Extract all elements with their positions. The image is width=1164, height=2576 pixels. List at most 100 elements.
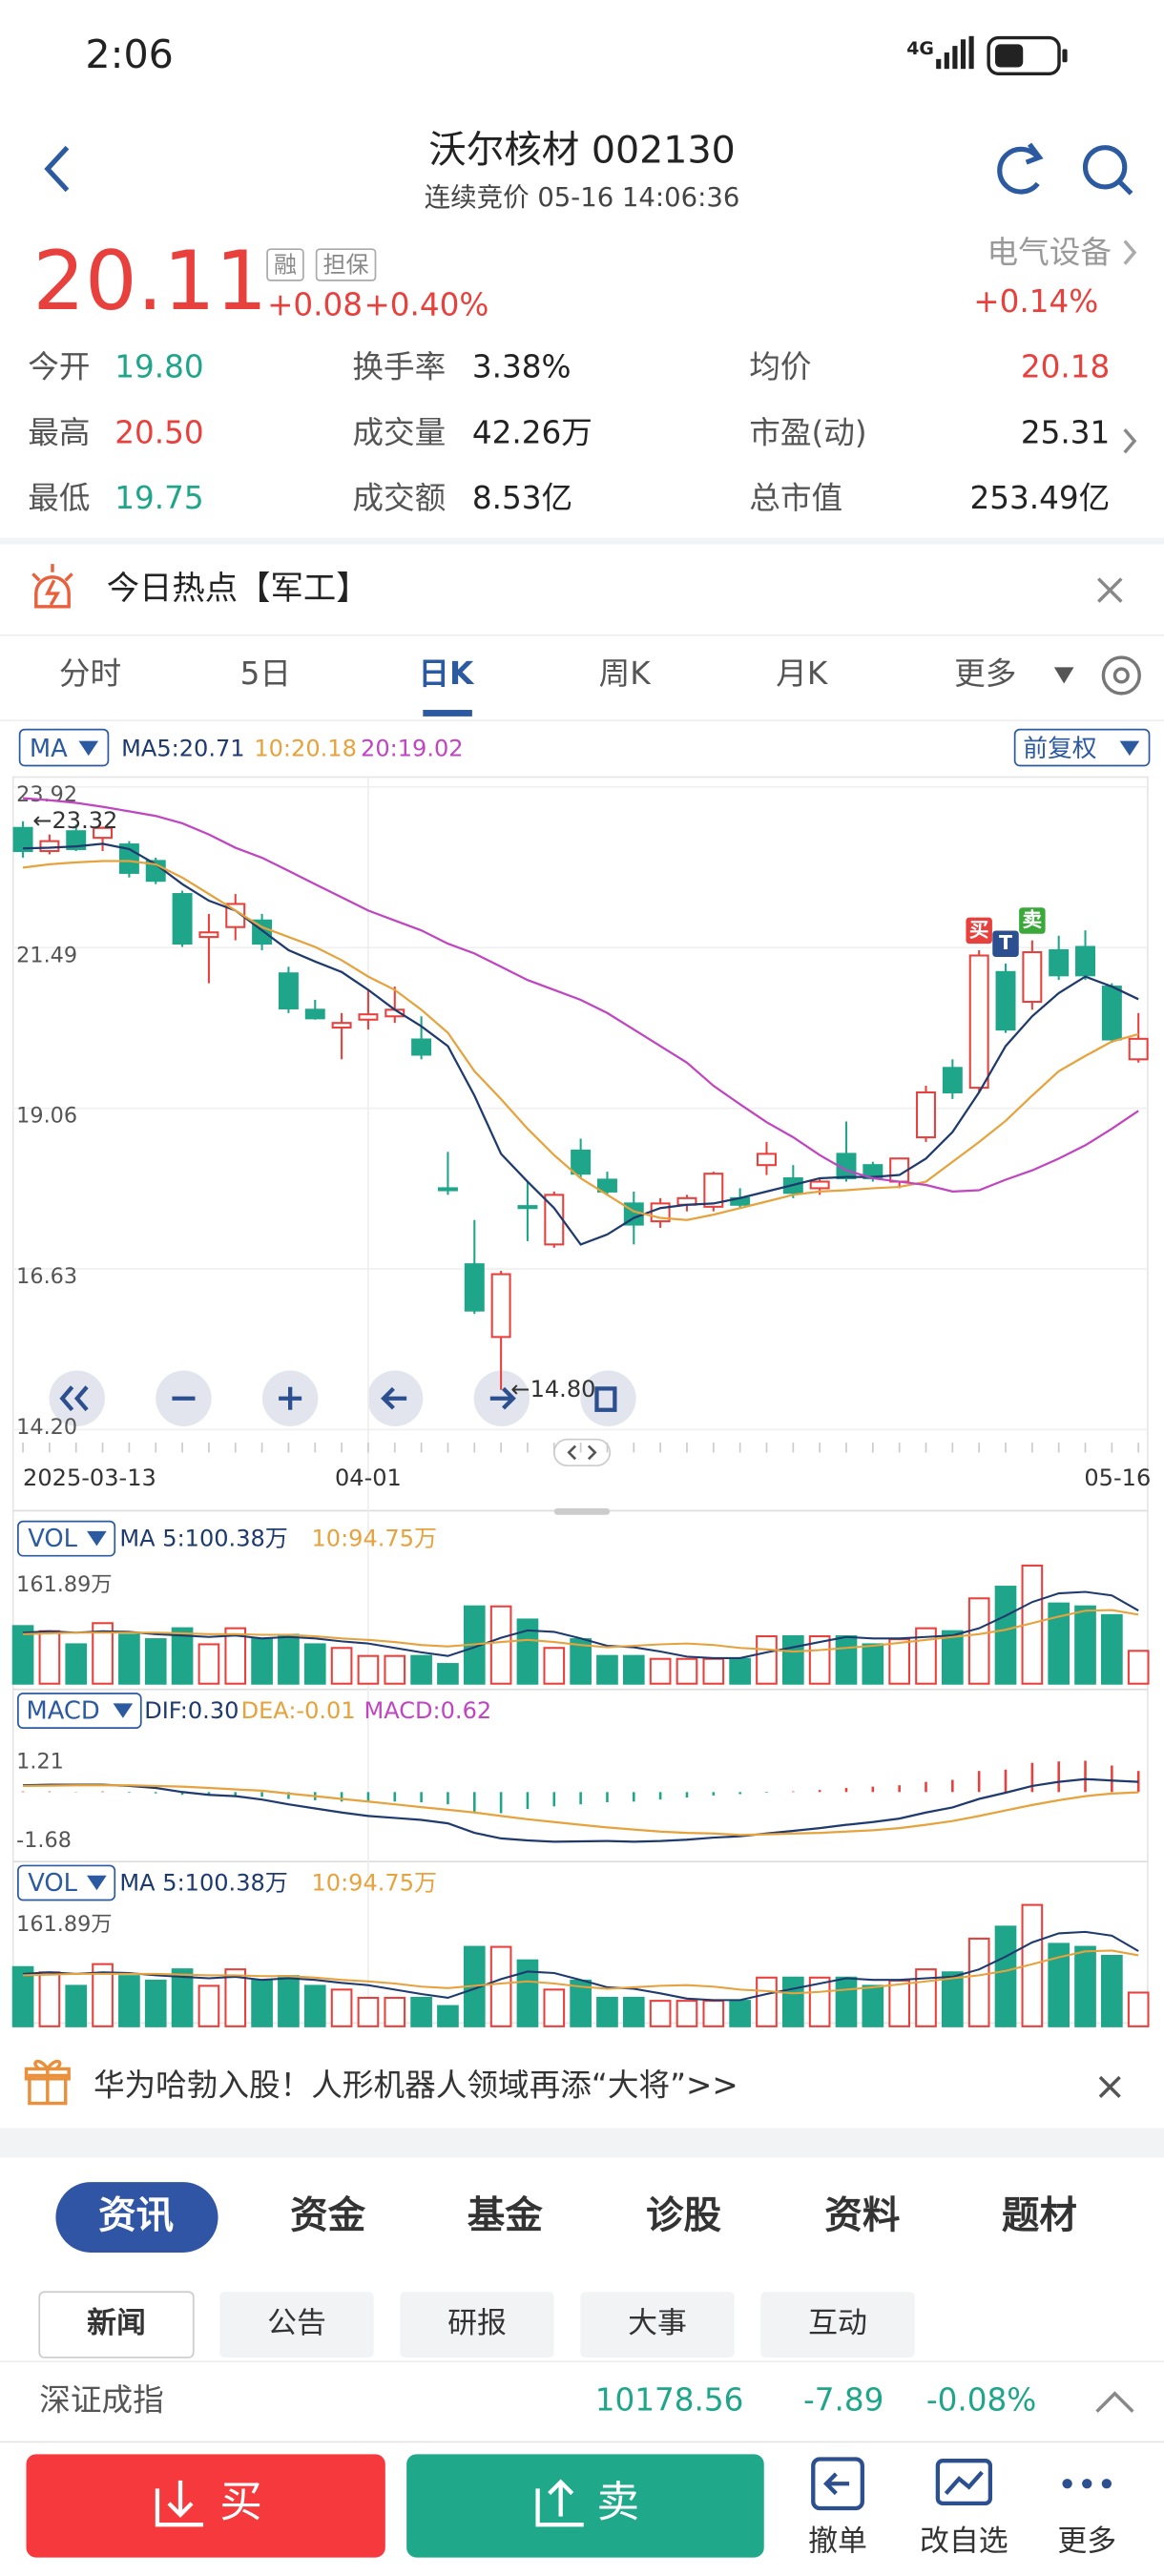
candle-body bbox=[411, 1038, 432, 1056]
sub-tab[interactable]: 互动 bbox=[808, 2306, 867, 2340]
indicator-label[interactable]: MACD bbox=[26, 1696, 99, 1725]
stat-label: 换手率 bbox=[352, 349, 446, 385]
adjust-box[interactable] bbox=[1013, 728, 1151, 767]
sell-label[interactable]: 卖 bbox=[596, 2478, 639, 2527]
edit-icon[interactable] bbox=[935, 2459, 993, 2506]
volume-bar bbox=[11, 1965, 34, 2027]
candle-body bbox=[1049, 948, 1070, 977]
section-tab[interactable]: 资讯 bbox=[98, 2193, 174, 2237]
indicator-box[interactable] bbox=[17, 1520, 116, 1557]
volume-bar bbox=[437, 2005, 459, 2027]
indicator-label[interactable]: VOL bbox=[28, 1525, 77, 1553]
separator bbox=[0, 537, 1164, 545]
legend-entry: MA 5:100.38万 bbox=[119, 1526, 287, 1552]
period-tab[interactable]: 分时 bbox=[59, 655, 121, 692]
volume-bar bbox=[941, 1630, 964, 1685]
volume-bar bbox=[384, 1654, 406, 1685]
section-tab[interactable]: 诊股 bbox=[646, 2193, 722, 2237]
section-tab[interactable]: 资料 bbox=[824, 2193, 900, 2237]
sector-change: +0.14% bbox=[973, 283, 1098, 320]
volume-bar bbox=[118, 1975, 140, 2027]
volume-bar bbox=[808, 1635, 831, 1685]
candle-body bbox=[278, 972, 299, 1009]
separator bbox=[0, 2360, 1164, 2363]
edit-label[interactable]: 改自选 bbox=[920, 2524, 1008, 2559]
ma-line bbox=[22, 797, 1139, 1194]
legend-entry: MA5:20.71 bbox=[121, 735, 244, 761]
separator bbox=[0, 634, 1164, 636]
period-tab[interactable]: 日K bbox=[418, 655, 475, 692]
volume-bar bbox=[144, 1638, 167, 1685]
sell-button[interactable] bbox=[406, 2454, 764, 2558]
status-time: 2:06 bbox=[85, 31, 174, 77]
news-banner[interactable]: 华为哈勃入股！人形机器人领域再添“大将”>> bbox=[94, 2067, 738, 2103]
sector-chevron[interactable] bbox=[1123, 239, 1137, 265]
stat-value: 20.50 bbox=[114, 414, 203, 450]
buy-button[interactable] bbox=[26, 2454, 385, 2558]
more-label[interactable]: 更多 bbox=[1057, 2524, 1116, 2559]
period-tab[interactable]: 周K bbox=[599, 655, 653, 692]
sub-tab[interactable]: 公告 bbox=[267, 2306, 326, 2340]
stat-label: 总市值 bbox=[749, 480, 842, 516]
price: 20.11 bbox=[32, 234, 267, 329]
volume-bar bbox=[118, 1633, 140, 1685]
battery-icon bbox=[987, 35, 1068, 76]
volume-bar bbox=[224, 1627, 247, 1685]
volume-bar bbox=[1101, 1613, 1123, 1685]
trade-signal-label: 卖 bbox=[1023, 908, 1043, 931]
sub-tab[interactable]: 研报 bbox=[447, 2306, 507, 2340]
volume-ma-line bbox=[23, 1949, 1139, 1995]
indicator-label[interactable]: MA bbox=[30, 735, 68, 763]
volume-bar bbox=[756, 1976, 778, 2027]
volume-bar bbox=[596, 1996, 618, 2027]
volume-bar bbox=[994, 1586, 1017, 1685]
cancel-label[interactable]: 撤单 bbox=[808, 2524, 867, 2559]
cancel-icon[interactable] bbox=[811, 2457, 864, 2511]
sub-tab[interactable]: 新闻 bbox=[87, 2306, 146, 2340]
indicator-box[interactable] bbox=[17, 1864, 116, 1901]
candle-body bbox=[39, 840, 60, 853]
search-button[interactable] bbox=[1082, 145, 1133, 196]
expand-button[interactable] bbox=[1095, 2391, 1134, 2413]
more-icon[interactable] bbox=[1062, 2479, 1112, 2489]
stat-label: 成交额 bbox=[352, 480, 446, 516]
section-tab[interactable]: 题材 bbox=[1002, 2193, 1077, 2237]
stat-value: 8.53亿 bbox=[472, 480, 572, 516]
back-button[interactable] bbox=[44, 145, 70, 193]
volume-ma-line bbox=[22, 1930, 1139, 2002]
stats-chevron[interactable] bbox=[1123, 428, 1137, 454]
buy-icon bbox=[155, 2480, 204, 2527]
sub-tab-bg bbox=[219, 2292, 374, 2358]
y-tick-label: 161.89万 bbox=[16, 1912, 112, 1937]
volume-bar bbox=[1101, 1954, 1123, 2027]
volume-bar bbox=[543, 1647, 566, 1685]
period-tab[interactable]: 月K bbox=[776, 655, 829, 692]
volume-bar bbox=[516, 1959, 539, 2027]
separator bbox=[0, 2441, 1164, 2443]
volume-bar bbox=[702, 1657, 725, 1685]
sector[interactable]: 电气设备 bbox=[987, 234, 1112, 270]
indicator-box[interactable] bbox=[17, 1693, 142, 1729]
candle-body bbox=[809, 1180, 830, 1190]
buy-label[interactable]: 买 bbox=[219, 2478, 262, 2527]
trade-signal-label: 买 bbox=[969, 918, 989, 941]
settings-button[interactable] bbox=[1101, 655, 1141, 696]
indicator-label[interactable]: VOL bbox=[28, 1869, 77, 1898]
period-tab[interactable]: 更多 bbox=[954, 655, 1016, 692]
index-value: 10178.56 bbox=[595, 2381, 744, 2418]
section-tab[interactable]: 基金 bbox=[468, 2193, 544, 2237]
chart-nav[interactable] bbox=[49, 1370, 636, 1426]
sub-tab[interactable]: 大事 bbox=[628, 2306, 687, 2340]
candle-body bbox=[596, 1178, 617, 1193]
adjust-label[interactable]: 前复权 bbox=[1023, 735, 1096, 763]
indicator-box[interactable] bbox=[18, 728, 110, 767]
gift-icon bbox=[24, 2059, 71, 2106]
volume-bar bbox=[1127, 1991, 1150, 2027]
macd-line bbox=[23, 1777, 1139, 1843]
close-button[interactable] bbox=[1097, 577, 1123, 603]
period-tab[interactable]: 5日 bbox=[240, 655, 291, 692]
section-tab[interactable]: 资金 bbox=[290, 2193, 366, 2237]
banner-close[interactable] bbox=[1098, 2075, 1121, 2098]
refresh-button[interactable] bbox=[997, 142, 1044, 195]
volume-bar bbox=[171, 1968, 194, 2027]
